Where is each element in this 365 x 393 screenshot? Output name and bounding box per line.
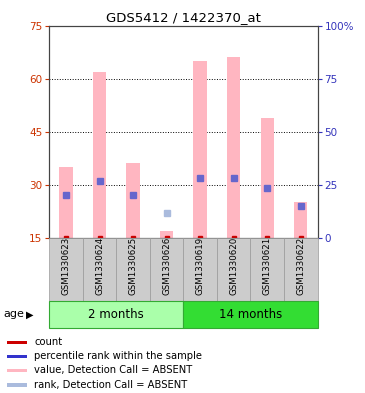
Bar (49, 238, 83, 301)
Text: GSM1330622: GSM1330622 (296, 237, 305, 295)
Bar (7, 369, 27, 372)
Bar (7, 341, 27, 344)
Text: age: age (4, 309, 24, 320)
Bar (7, 355, 27, 358)
Bar (116, 238, 150, 301)
Text: percentile rank within the sample: percentile rank within the sample (34, 351, 202, 362)
Bar (93, 72, 106, 238)
Text: value, Detection Call = ABSENT: value, Detection Call = ABSENT (34, 365, 192, 375)
Text: count: count (34, 338, 62, 347)
Text: GSM1330626: GSM1330626 (162, 237, 171, 295)
Bar (83, 238, 116, 301)
Text: 14 months: 14 months (219, 308, 282, 321)
Bar (250, 238, 284, 301)
Text: GSM1330625: GSM1330625 (128, 237, 138, 295)
Text: GSM1330619: GSM1330619 (196, 237, 205, 295)
Bar (227, 57, 241, 238)
Bar (7, 384, 27, 387)
Text: GSM1330621: GSM1330621 (263, 237, 272, 295)
Bar (294, 202, 307, 238)
Bar (126, 163, 140, 238)
Bar (193, 61, 207, 238)
Bar (284, 238, 318, 301)
Bar (183, 238, 217, 301)
Text: GSM1330624: GSM1330624 (95, 237, 104, 295)
Bar (160, 231, 173, 238)
Text: GSM1330623: GSM1330623 (62, 237, 70, 295)
Bar (261, 118, 274, 238)
Bar (183, 301, 318, 328)
Text: ▶: ▶ (26, 309, 33, 320)
Title: GDS5412 / 1422370_at: GDS5412 / 1422370_at (106, 11, 261, 24)
Bar (59, 167, 73, 238)
Bar (217, 238, 250, 301)
Text: 2 months: 2 months (88, 308, 144, 321)
Bar (49, 301, 183, 328)
Bar (150, 238, 184, 301)
Text: GSM1330620: GSM1330620 (229, 237, 238, 295)
Text: rank, Detection Call = ABSENT: rank, Detection Call = ABSENT (34, 380, 187, 390)
